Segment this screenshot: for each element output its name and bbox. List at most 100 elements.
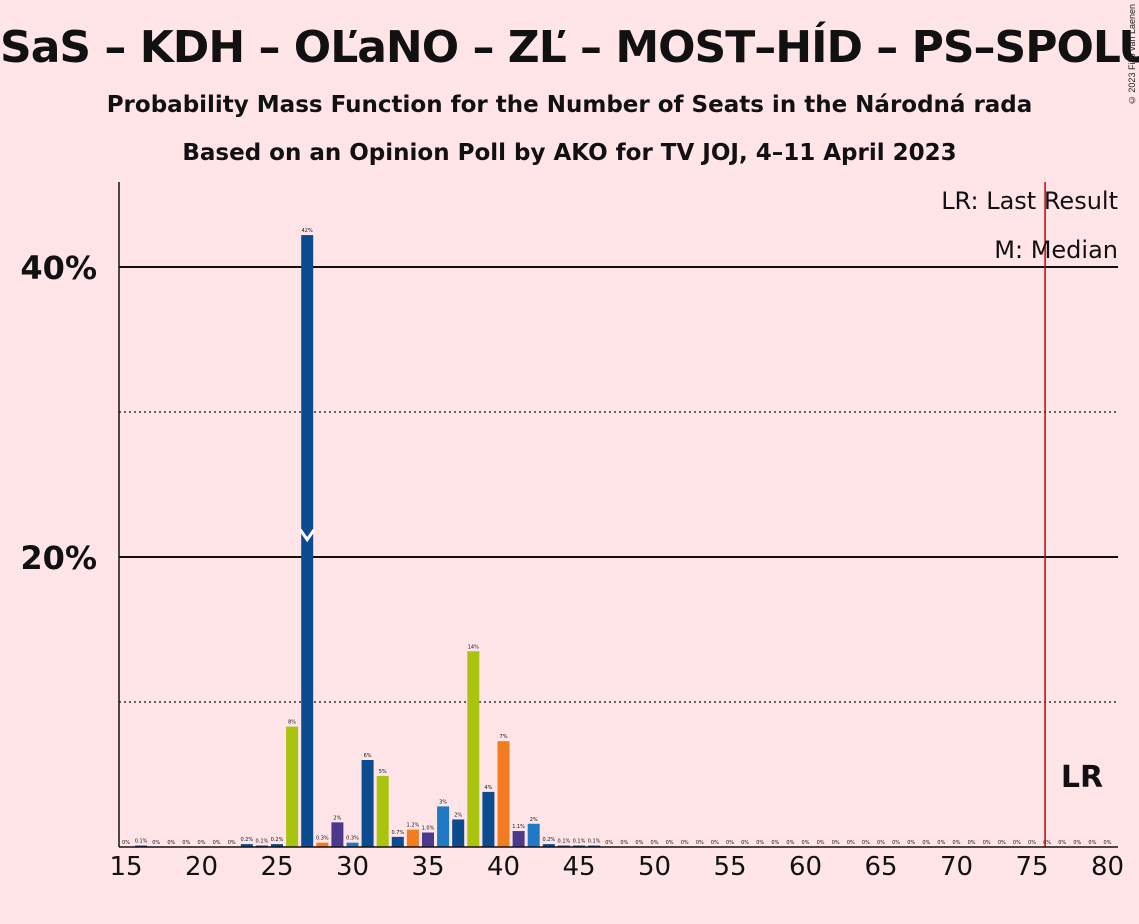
bar-value-label: 6% <box>364 753 372 759</box>
bar-value-label-zero: 0% <box>786 840 794 846</box>
x-tick-label: 30 <box>336 852 369 882</box>
bar-value-label: 0.2% <box>271 837 284 843</box>
bar-value-label: 1.1% <box>512 824 525 830</box>
bar-value-label: 0.3% <box>316 836 329 842</box>
bar-value-label: 2% <box>454 812 462 818</box>
bar-value-label: 1.2% <box>407 823 420 829</box>
bar-value-label-zero: 0% <box>620 840 628 846</box>
bar-value-label: 0.3% <box>346 836 359 842</box>
bar-value-label-zero: 0% <box>922 840 930 846</box>
x-tick-label: 25 <box>260 852 293 882</box>
bar-value-label-zero: 0% <box>832 840 840 846</box>
bar-value-label-zero: 0% <box>847 840 855 846</box>
bar-seat-40 <box>497 741 510 847</box>
bar-value-label: 2% <box>333 815 341 821</box>
bar-value-label-zero: 0% <box>1013 840 1021 846</box>
x-tick-label: 20 <box>185 852 218 882</box>
bar-value-label: 3% <box>439 799 447 805</box>
bar-seat-28 <box>316 842 329 847</box>
bar-seat-33 <box>391 836 404 847</box>
chart-subtitle-poll: Based on an Opinion Poll by AKO for TV J… <box>182 140 957 166</box>
bar-value-label-zero: 0% <box>1073 840 1081 846</box>
bar-value-label-zero: 0% <box>726 840 734 846</box>
bar-value-label-zero: 0% <box>122 840 130 846</box>
x-tick-label: 55 <box>713 852 746 882</box>
bar-seat-42 <box>527 823 540 847</box>
bar-value-label-zero: 0% <box>152 840 160 846</box>
last-result-marker-label: LR <box>1061 760 1103 795</box>
chart-subtitle-main: Probability Mass Function for the Number… <box>106 92 1033 118</box>
bar-value-label-zero: 0% <box>756 840 764 846</box>
bar-value-label-zero: 0% <box>167 840 175 846</box>
bar-value-label-zero: 0% <box>213 840 221 846</box>
bar-value-label: 5% <box>379 769 387 775</box>
bar-value-label: 8% <box>288 720 296 726</box>
bar-seat-30 <box>346 842 359 847</box>
bar-value-label: 0.1% <box>135 839 148 845</box>
bar-value-label: 42% <box>302 228 313 234</box>
bar-value-label: 0.2% <box>542 837 555 843</box>
bar-value-label-zero: 0% <box>666 840 674 846</box>
bar-value-label-zero: 0% <box>635 840 643 846</box>
x-tick-label: 35 <box>411 852 444 882</box>
bar-value-label-zero: 0% <box>937 840 945 846</box>
bar-seat-32 <box>376 775 389 847</box>
bar-value-label: 1.0% <box>422 826 435 832</box>
bar-value-label-zero: 0% <box>651 840 659 846</box>
bar-value-label: 7% <box>500 734 508 740</box>
bar-value-label: 0.2% <box>240 837 253 843</box>
legend-last-result: LR: Last Result <box>941 187 1118 215</box>
x-tick-label: 65 <box>864 852 897 882</box>
bar-value-label: 0.1% <box>573 839 586 845</box>
bar-value-label-zero: 0% <box>711 840 719 846</box>
axis-layer: 20% 40% 15 20 25 30 35 40 45 50 55 60 65 70 75 80 <box>20 182 1124 882</box>
x-tick-label: 60 <box>789 852 822 882</box>
bar-value-label-zero: 0% <box>862 840 870 846</box>
bar-value-label: 0.1% <box>558 839 571 845</box>
bar-value-label-zero: 0% <box>228 840 236 846</box>
bar-seat-25 <box>271 844 283 847</box>
bar-seat-36 <box>437 806 450 847</box>
bar-value-label-zero: 0% <box>741 840 749 846</box>
bar-value-label-zero: 0% <box>681 840 689 846</box>
bar-value-label-zero: 0% <box>877 840 885 846</box>
bar-value-label-zero: 0% <box>605 840 613 846</box>
bar-seat-31 <box>361 760 374 847</box>
bar-seat-29 <box>331 822 344 847</box>
grid-layer <box>119 266 1118 703</box>
x-tick-label: 50 <box>638 852 671 882</box>
legend-median: M: Median <box>994 236 1118 264</box>
bar-label-layer: 0.1% 0.2% 0.1% 0.2%8%42%0.3%2%0.3%6%5%0.7%1… <box>122 228 1112 846</box>
bar-value-label: 0.7% <box>391 830 404 836</box>
bar-seat-39 <box>482 791 495 847</box>
bar-value-label-zero: 0% <box>892 840 900 846</box>
chart-title: SaS – KDH – OĽaNO – ZĽ – MOST–HÍD – PS–S… <box>0 22 1139 73</box>
bar-seat-35 <box>422 832 434 847</box>
bar-value-label-zero: 0% <box>953 840 961 846</box>
bar-seat-38 <box>467 651 480 847</box>
x-tick-label: 80 <box>1091 852 1124 882</box>
bar-value-label-zero: 0% <box>198 840 206 846</box>
bar-value-label-zero: 0% <box>802 840 810 846</box>
bar-seat-37 <box>452 819 465 847</box>
bar-value-label-zero: 0% <box>968 840 976 846</box>
x-tick-label: 70 <box>940 852 973 882</box>
bar-value-label: 0.1% <box>588 839 601 845</box>
bar-value-label-zero: 0% <box>696 840 704 846</box>
bar-seat-41 <box>512 831 525 847</box>
x-tick-label: 15 <box>109 852 142 882</box>
bar-value-label-zero: 0% <box>907 840 915 846</box>
x-tick-label: 40 <box>487 852 520 882</box>
bar-seat-23 <box>240 844 253 847</box>
bar-value-label-zero: 0% <box>1088 840 1096 846</box>
bar-value-label-zero: 0% <box>998 840 1006 846</box>
bar-value-label-zero: 0% <box>771 840 779 846</box>
x-tick-label: 75 <box>1015 852 1048 882</box>
x-tick-label: 45 <box>562 852 595 882</box>
bar-value-label: 4% <box>484 785 492 791</box>
bar-value-label-zero: 0% <box>817 840 825 846</box>
bar-seat-34 <box>406 829 419 847</box>
bar-value-label-zero: 0% <box>1043 840 1051 846</box>
bar-value-label-zero: 0% <box>1028 840 1036 846</box>
